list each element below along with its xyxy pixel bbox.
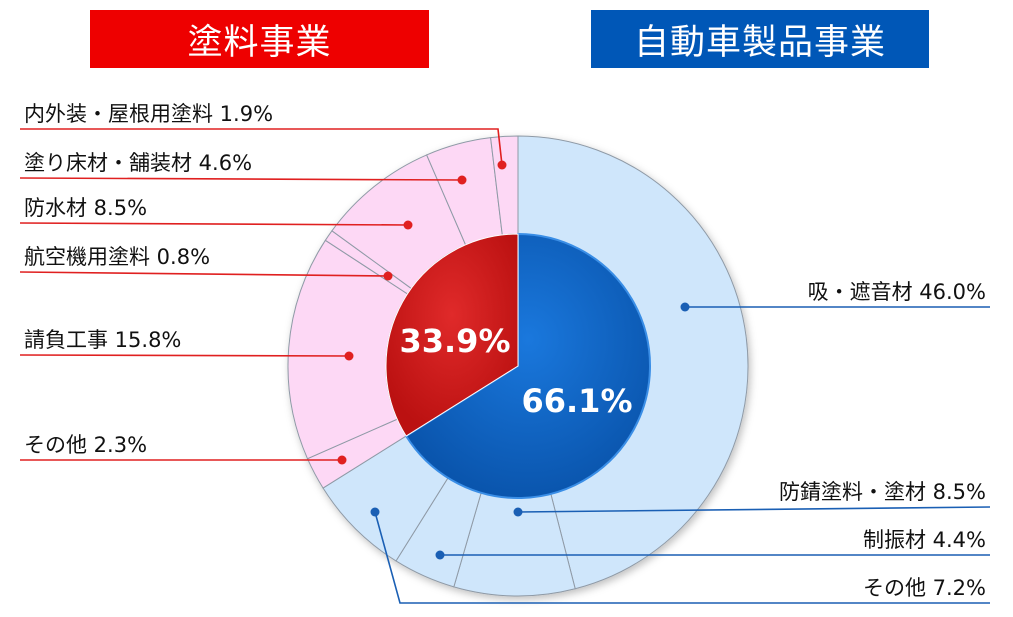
leader-line-1 xyxy=(517,506,991,513)
leader-line-3 xyxy=(374,511,990,604)
inner-label-paint: 33.9% xyxy=(399,322,510,360)
segment-label-6: 航空機用塗料 0.8% xyxy=(24,245,210,269)
inner-slice-automotive xyxy=(404,232,651,499)
leader-dot-6 xyxy=(383,271,393,281)
segment-label-4: その他 2.3% xyxy=(24,433,147,457)
leader-line-9 xyxy=(20,128,503,166)
leader-line-8 xyxy=(19,177,463,181)
leader-dot-0 xyxy=(680,302,690,312)
segment-label-7: 防水材 8.5% xyxy=(24,196,147,220)
segment-label-2: 制振材 4.4% xyxy=(863,528,986,552)
leader-dot-8 xyxy=(457,175,467,185)
leader-dot-3 xyxy=(370,507,380,517)
inner-label-automotive: 66.1% xyxy=(521,382,632,420)
leader-dot-5 xyxy=(344,351,354,361)
segment-label-9: 内外装・屋根用塗料 1.9% xyxy=(24,102,273,126)
paint-business-header: 塗料事業 xyxy=(90,10,429,68)
leader-dot-4 xyxy=(337,455,347,465)
leader-dot-2 xyxy=(435,550,445,560)
segment-label-8: 塗り床材・舗装材 4.6% xyxy=(24,151,252,175)
leader-line-6 xyxy=(19,271,389,277)
leader-line-7 xyxy=(19,222,409,226)
segment-label-0: 吸・遮音材 46.0% xyxy=(808,280,986,304)
segment-label-1: 防錆塗料・塗材 8.5% xyxy=(779,480,986,504)
segment-label-3: その他 7.2% xyxy=(863,576,986,600)
leader-dot-9 xyxy=(497,160,507,170)
leader-dot-7 xyxy=(403,220,413,230)
automotive-business-header: 自動車製品事業 xyxy=(591,10,929,68)
leader-dot-1 xyxy=(513,507,523,517)
leader-line-5 xyxy=(19,354,350,357)
segment-label-5: 請負工事 15.8% xyxy=(24,328,181,352)
inner-slice-paint xyxy=(385,233,519,437)
